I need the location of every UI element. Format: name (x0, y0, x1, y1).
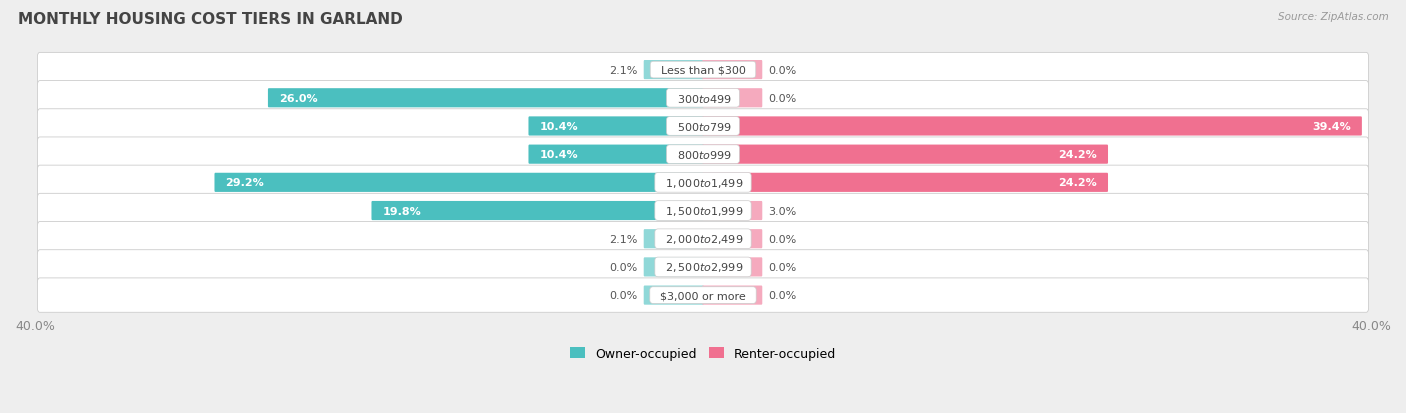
FancyBboxPatch shape (38, 222, 1368, 256)
Text: 0.0%: 0.0% (610, 262, 638, 272)
FancyBboxPatch shape (38, 278, 1368, 313)
FancyBboxPatch shape (702, 145, 1108, 164)
FancyBboxPatch shape (644, 258, 704, 277)
Text: $2,000 to $2,499: $2,000 to $2,499 (658, 233, 748, 246)
FancyBboxPatch shape (529, 117, 704, 136)
Text: 29.2%: 29.2% (225, 178, 264, 188)
Text: 0.0%: 0.0% (610, 290, 638, 300)
FancyBboxPatch shape (702, 173, 1108, 192)
FancyBboxPatch shape (702, 202, 762, 221)
Text: 24.2%: 24.2% (1059, 150, 1097, 160)
Text: $300 to $499: $300 to $499 (669, 93, 737, 104)
Text: 0.0%: 0.0% (768, 290, 796, 300)
FancyBboxPatch shape (644, 286, 704, 305)
Text: MONTHLY HOUSING COST TIERS IN GARLAND: MONTHLY HOUSING COST TIERS IN GARLAND (18, 12, 404, 27)
Text: 0.0%: 0.0% (768, 234, 796, 244)
Text: 0.0%: 0.0% (768, 262, 796, 272)
FancyBboxPatch shape (702, 286, 762, 305)
Text: $800 to $999: $800 to $999 (669, 149, 737, 161)
Text: $1,000 to $1,499: $1,000 to $1,499 (658, 176, 748, 190)
Text: 19.8%: 19.8% (382, 206, 420, 216)
FancyBboxPatch shape (529, 145, 704, 164)
Text: 39.4%: 39.4% (1312, 122, 1351, 132)
FancyBboxPatch shape (38, 138, 1368, 172)
Text: 0.0%: 0.0% (768, 65, 796, 76)
FancyBboxPatch shape (215, 173, 704, 192)
Text: 10.4%: 10.4% (540, 150, 578, 160)
Text: 24.2%: 24.2% (1059, 178, 1097, 188)
FancyBboxPatch shape (702, 89, 762, 108)
Text: 2.1%: 2.1% (609, 234, 638, 244)
FancyBboxPatch shape (644, 230, 704, 249)
FancyBboxPatch shape (38, 194, 1368, 228)
FancyBboxPatch shape (371, 202, 704, 221)
Text: 10.4%: 10.4% (540, 122, 578, 132)
FancyBboxPatch shape (644, 61, 704, 80)
Text: $1,500 to $1,999: $1,500 to $1,999 (658, 204, 748, 218)
FancyBboxPatch shape (702, 258, 762, 277)
Text: $500 to $799: $500 to $799 (669, 121, 737, 133)
FancyBboxPatch shape (702, 117, 1362, 136)
FancyBboxPatch shape (702, 61, 762, 80)
FancyBboxPatch shape (38, 109, 1368, 144)
Text: 2.1%: 2.1% (609, 65, 638, 76)
FancyBboxPatch shape (269, 89, 704, 108)
FancyBboxPatch shape (38, 250, 1368, 285)
Text: 3.0%: 3.0% (768, 206, 796, 216)
FancyBboxPatch shape (38, 53, 1368, 88)
Text: Source: ZipAtlas.com: Source: ZipAtlas.com (1278, 12, 1389, 22)
Text: 0.0%: 0.0% (768, 94, 796, 104)
Text: $2,500 to $2,999: $2,500 to $2,999 (658, 261, 748, 274)
Text: 26.0%: 26.0% (278, 94, 318, 104)
FancyBboxPatch shape (702, 230, 762, 249)
FancyBboxPatch shape (38, 166, 1368, 200)
Legend: Owner-occupied, Renter-occupied: Owner-occupied, Renter-occupied (565, 342, 841, 365)
Text: Less than $300: Less than $300 (654, 65, 752, 76)
FancyBboxPatch shape (38, 81, 1368, 116)
Text: $3,000 or more: $3,000 or more (654, 290, 752, 300)
